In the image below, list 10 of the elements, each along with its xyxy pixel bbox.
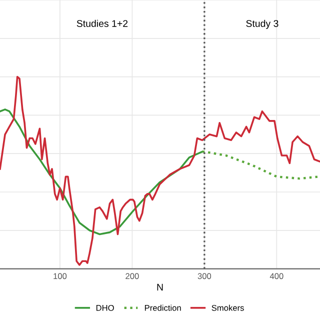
- x-axis-title: N: [157, 284, 163, 291]
- x-tick-label: 100: [54, 273, 67, 280]
- x-tick-label: 400: [270, 273, 284, 280]
- legend-label: Smokers: [212, 304, 244, 311]
- legend-label: DHO: [96, 304, 114, 311]
- text: Studies 1+2: [76, 20, 128, 27]
- text: Study 3: [246, 20, 278, 29]
- legend-label: Prediction: [144, 304, 181, 311]
- x-tick-label: 300: [198, 273, 212, 280]
- x-tick-label: 200: [126, 273, 139, 280]
